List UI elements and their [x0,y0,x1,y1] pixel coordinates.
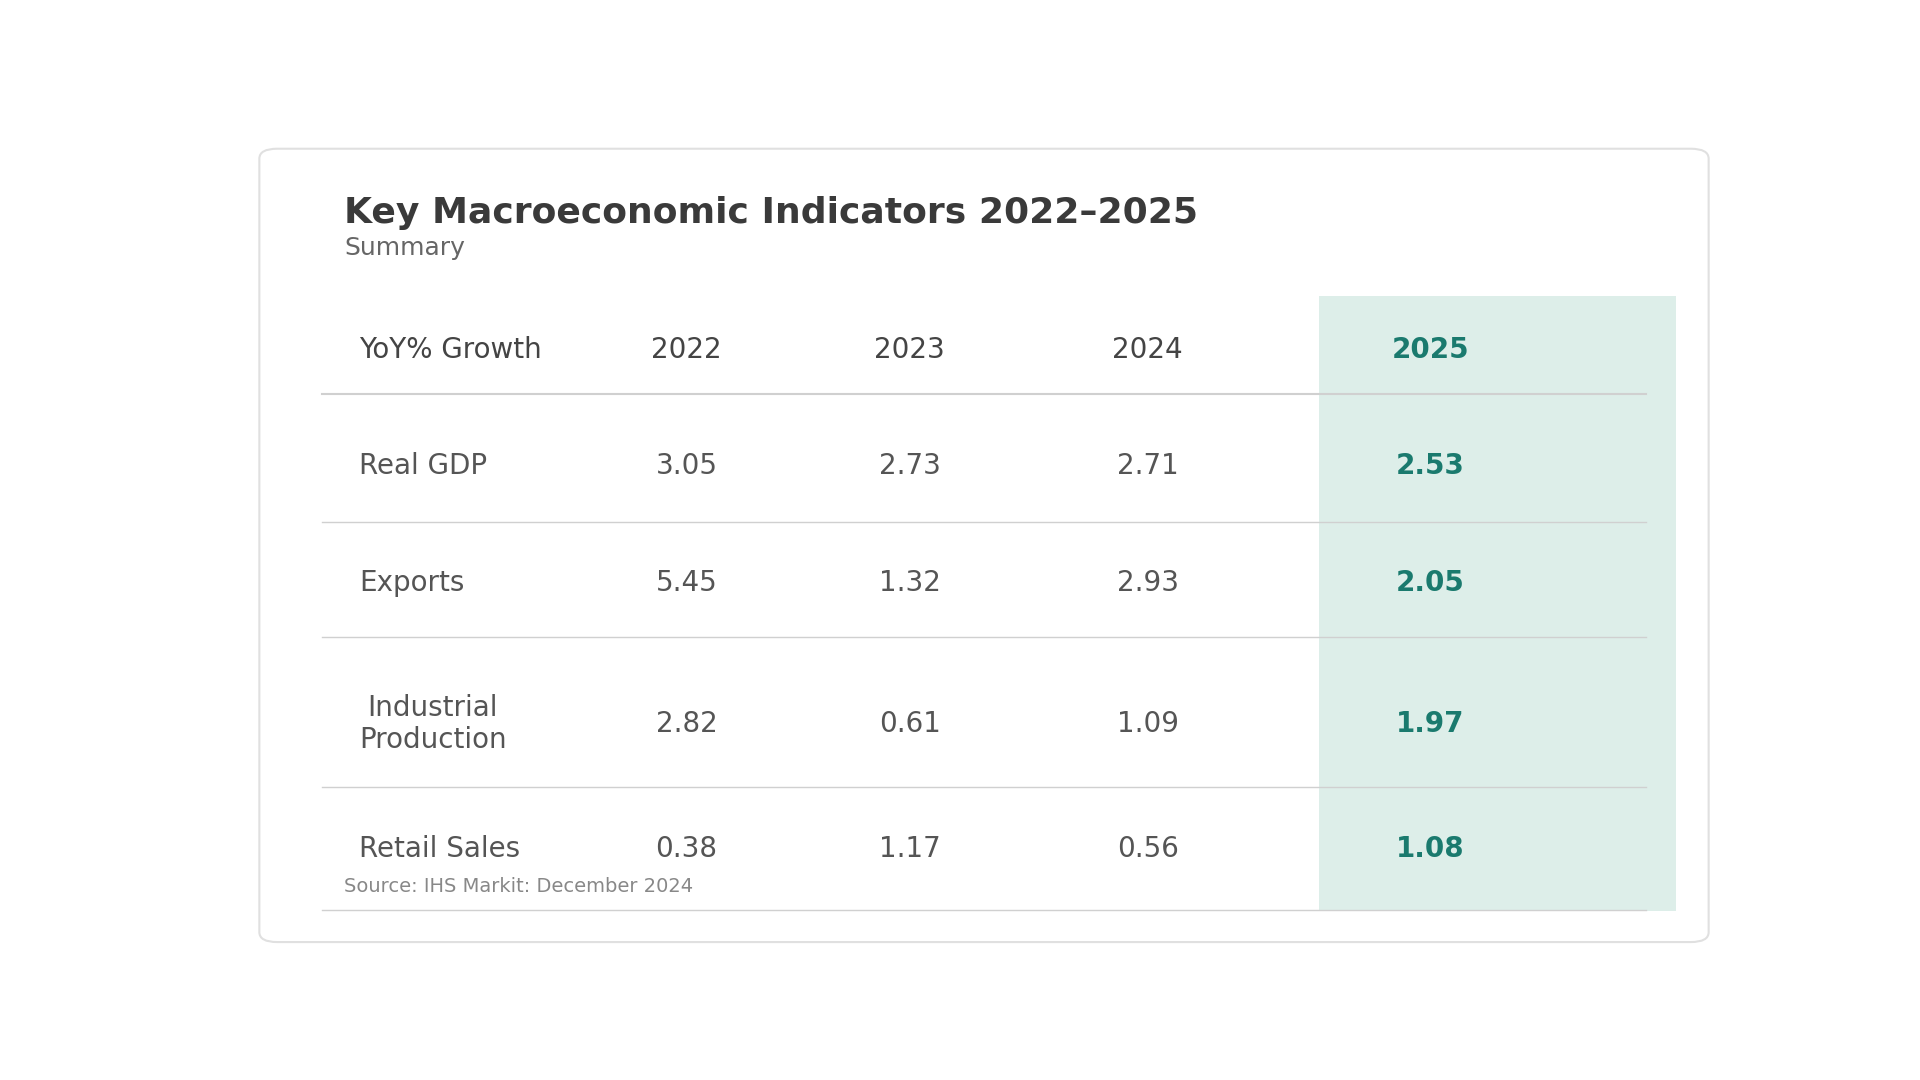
Text: Real GDP: Real GDP [359,453,488,481]
Text: 2.53: 2.53 [1396,453,1465,481]
Text: 2024: 2024 [1112,336,1183,364]
Text: Industrial
Production: Industrial Production [359,694,507,755]
Text: Key Macroeconomic Indicators 2022–2025: Key Macroeconomic Indicators 2022–2025 [344,195,1198,230]
Text: 2022: 2022 [651,336,722,364]
FancyBboxPatch shape [259,149,1709,942]
Text: 2.05: 2.05 [1396,569,1465,597]
Text: 2.71: 2.71 [1117,453,1179,481]
Text: 5.45: 5.45 [655,569,718,597]
Text: 1.08: 1.08 [1396,835,1465,863]
Text: 2025: 2025 [1392,336,1469,364]
Text: 0.38: 0.38 [655,835,718,863]
Text: 0.61: 0.61 [879,711,941,739]
Text: 1.17: 1.17 [879,835,941,863]
Text: Retail Sales: Retail Sales [359,835,520,863]
FancyBboxPatch shape [1319,296,1676,912]
Text: 3.05: 3.05 [655,453,718,481]
Text: Source: IHS Markit: December 2024: Source: IHS Markit: December 2024 [344,877,693,895]
Text: 0.56: 0.56 [1117,835,1179,863]
Text: Exports: Exports [359,569,465,597]
Text: 2.73: 2.73 [879,453,941,481]
Text: 1.09: 1.09 [1117,711,1179,739]
Text: 1.32: 1.32 [879,569,941,597]
Text: YoY% Growth: YoY% Growth [359,336,541,364]
Text: 1.97: 1.97 [1396,711,1465,739]
Text: 2.93: 2.93 [1117,569,1179,597]
Text: Summary: Summary [344,235,465,259]
Text: 2023: 2023 [874,336,945,364]
Text: 2.82: 2.82 [655,711,718,739]
